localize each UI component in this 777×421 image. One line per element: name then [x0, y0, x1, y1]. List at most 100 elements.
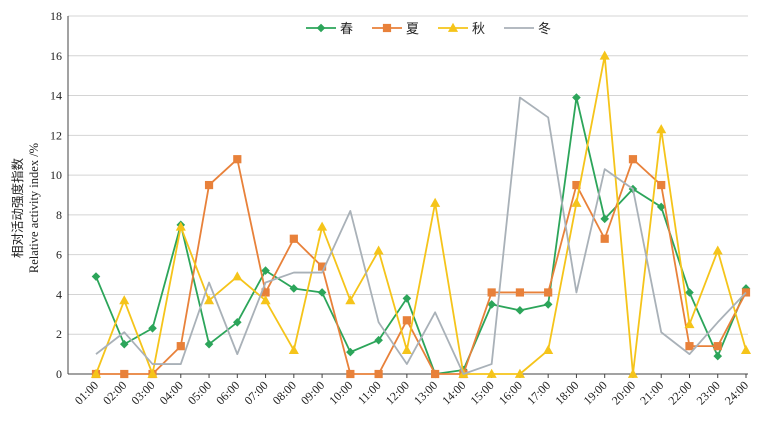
point-marker-square [431, 369, 440, 379]
y-tick-label: 12 [50, 128, 62, 142]
point-marker-diamond [515, 306, 525, 315]
y-tick-label: 6 [56, 248, 62, 262]
point-marker-triangle [401, 344, 412, 354]
y-tick-label: 18 [50, 9, 62, 23]
point-marker-triangle [175, 221, 186, 231]
point-marker-diamond [119, 339, 129, 349]
point-marker-triangle [571, 197, 582, 207]
legend-label: 秋 [472, 21, 485, 36]
axes: 0 2 4 6 8 10 12 14 16 18 01:00 02:00 03:00 04:00 05:00… [50, 9, 751, 407]
point-marker-triangle [656, 124, 667, 134]
point-marker-square [713, 342, 722, 351]
point-marker-triangle [712, 245, 723, 255]
point-marker-diamond [713, 351, 723, 361]
point-marker-square [628, 155, 638, 164]
point-marker-diamond [316, 23, 326, 33]
x-tick-label: 03:00 [128, 378, 157, 407]
series-line [96, 158, 747, 375]
point-marker-triangle [599, 50, 610, 60]
point-marker-triangle [486, 368, 497, 378]
x-tick-label: 07:00 [241, 378, 270, 407]
y-tick-label: 8 [56, 208, 62, 222]
point-marker-diamond [232, 317, 242, 327]
x-tick-label: 01:00 [72, 378, 101, 407]
x-tick-label: 21:00 [637, 378, 666, 407]
point-marker-triangle [543, 344, 554, 354]
point-marker-triangle [345, 295, 356, 305]
point-marker-square [515, 288, 525, 297]
legend-entry: 秋 [438, 21, 485, 36]
point-marker-square [487, 288, 496, 297]
series-2 [90, 50, 752, 378]
x-tick-label: 10:00 [326, 378, 355, 407]
y-tick-label: 2 [56, 327, 62, 341]
point-marker-square [374, 369, 383, 379]
point-marker-diamond [374, 335, 383, 345]
y-tick-label: 16 [50, 49, 62, 63]
point-marker-diamond [204, 339, 214, 349]
x-tick-label: 09:00 [298, 378, 327, 407]
point-marker-square [382, 23, 392, 33]
point-marker-triangle [627, 368, 639, 378]
point-marker-diamond [148, 323, 157, 333]
point-marker-triangle [232, 271, 243, 281]
point-marker-triangle [119, 295, 130, 305]
point-marker-triangle [430, 197, 441, 207]
point-marker-square [289, 234, 298, 243]
y-axis-title-chinese: 相对活动强度指数 [10, 158, 25, 259]
point-marker-triangle [147, 368, 158, 378]
legend: 春夏秋冬 [306, 21, 551, 36]
y-axis-title-english: Relative activity index /% [27, 143, 41, 273]
point-marker-square [544, 288, 553, 297]
point-marker-diamond [572, 93, 581, 102]
point-marker-square [346, 369, 355, 379]
x-tick-label: 19:00 [581, 378, 610, 407]
y-tick-label: 14 [50, 89, 62, 103]
series-lines [90, 50, 752, 379]
point-marker-square [204, 180, 214, 190]
point-marker-diamond [402, 294, 412, 303]
point-marker-square [233, 155, 242, 164]
point-marker-diamond [91, 272, 101, 281]
legend-label: 春 [340, 21, 353, 36]
point-marker-square [600, 234, 609, 243]
x-tick-label: 05:00 [185, 378, 214, 407]
point-marker-triangle [514, 368, 525, 378]
legend-label: 夏 [406, 21, 419, 36]
point-marker-triangle [203, 295, 215, 305]
point-marker-diamond [600, 214, 610, 224]
point-marker-diamond [289, 284, 299, 293]
point-marker-diamond [346, 347, 355, 357]
x-tick-label: 02:00 [100, 378, 129, 407]
y-tick-label: 0 [56, 367, 62, 381]
x-tick-label: 23:00 [694, 378, 723, 407]
legend-entry: 冬 [504, 21, 551, 36]
x-tick-label: 12:00 [383, 378, 412, 407]
point-marker-diamond [487, 300, 496, 309]
series-line [95, 54, 747, 375]
legend-entry: 春 [306, 21, 353, 36]
point-marker-triangle [90, 368, 102, 378]
y-tick-label: 10 [50, 168, 62, 182]
point-marker-square [120, 369, 129, 379]
y-tick-label: 4 [56, 287, 62, 301]
x-tick-label: 04:00 [157, 378, 186, 407]
point-marker-square [402, 316, 411, 325]
x-tick-label: 13:00 [411, 378, 440, 407]
point-marker-diamond [317, 288, 327, 297]
point-marker-square [657, 180, 666, 190]
x-tick-label: 14:00 [439, 378, 468, 407]
legend-label: 冬 [538, 21, 551, 36]
point-marker-diamond [543, 300, 553, 309]
point-marker-diamond [685, 288, 694, 297]
point-marker-triangle [288, 344, 299, 354]
x-tick-label: 16:00 [496, 378, 525, 407]
point-marker-square [685, 342, 694, 351]
point-marker-diamond [656, 202, 666, 212]
x-tick-label: 17:00 [524, 378, 553, 407]
point-marker-triangle [317, 221, 328, 231]
point-marker-square [176, 342, 185, 351]
series-line [95, 96, 747, 375]
point-marker-triangle [447, 22, 459, 32]
